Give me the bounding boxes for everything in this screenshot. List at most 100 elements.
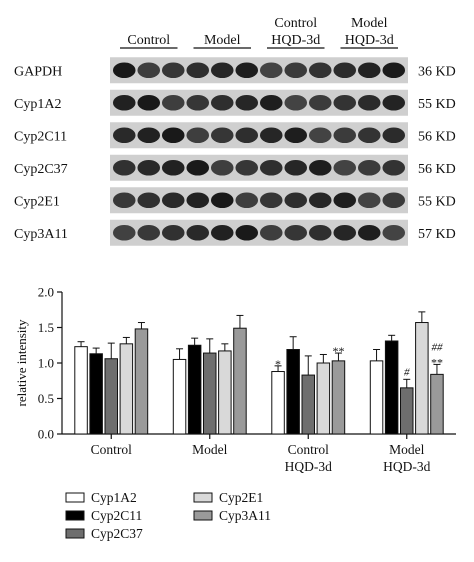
y-tick-label: 0.0 — [38, 427, 54, 442]
blot-band — [333, 224, 357, 241]
blot-band — [308, 192, 332, 209]
legend-swatch — [193, 510, 213, 521]
blot-band — [137, 94, 161, 111]
blot-band — [333, 62, 357, 79]
y-tick-label: 1.5 — [38, 320, 54, 335]
blot-group-label: HQD-3d — [345, 33, 394, 48]
bar — [203, 352, 217, 435]
blot-size-label: 55 KD — [418, 194, 456, 209]
blot-group-label: Control — [274, 16, 317, 31]
x-tick-label: Control — [91, 442, 133, 457]
x-tick-label: Model — [389, 442, 424, 457]
blot-group-label: Control — [127, 33, 170, 48]
bar — [316, 362, 331, 435]
bar — [271, 371, 285, 435]
blot-band — [357, 224, 381, 241]
blot-band — [259, 159, 283, 176]
blot-size-label: 55 KD — [418, 97, 456, 112]
blot-band — [210, 192, 234, 209]
blot-band — [210, 159, 234, 176]
blot-band — [259, 224, 283, 241]
bar — [286, 349, 300, 435]
blot-band — [308, 127, 332, 144]
blot-band — [112, 62, 136, 79]
legend-label: Cyp3A11 — [219, 508, 271, 523]
blot-band — [357, 62, 381, 79]
y-axis-label: relative intensity — [14, 319, 29, 407]
y-tick-label: 2.0 — [38, 285, 54, 300]
y-tick-label: 0.5 — [38, 391, 54, 406]
blot-band — [137, 159, 161, 176]
blot-band — [357, 127, 381, 144]
blot-band — [186, 127, 210, 144]
y-tick-label: 1.0 — [38, 356, 54, 371]
blot-group-label: Model — [204, 33, 241, 48]
blot-band — [357, 94, 381, 111]
blot-band — [186, 224, 210, 241]
blot-band — [333, 192, 357, 209]
blot-band — [186, 192, 210, 209]
bar — [331, 360, 346, 435]
blot-band — [284, 192, 308, 209]
chart-legend: Cyp1A2 Cyp2C11 Cyp2C37 Cyp2E1 Cyp3A11 — [65, 490, 271, 541]
blot-band — [112, 94, 136, 111]
blot-band — [333, 94, 357, 111]
legend-item: Cyp2C11 — [65, 508, 142, 523]
blot-band — [284, 127, 308, 144]
blot-band — [284, 94, 308, 111]
blot-band — [284, 62, 308, 79]
blot-band — [112, 159, 136, 176]
blot-band — [235, 94, 259, 111]
bar — [104, 358, 118, 435]
blot-band — [210, 94, 234, 111]
blot-band — [235, 127, 259, 144]
blot-group-label: Model — [351, 16, 388, 31]
blot-band — [210, 62, 234, 79]
blot-band — [259, 192, 283, 209]
blot-band — [382, 62, 406, 79]
blot-band — [161, 62, 185, 79]
blot-band — [137, 192, 161, 209]
blot-band — [308, 62, 332, 79]
blot-band — [357, 192, 381, 209]
blot-group-label: HQD-3d — [271, 33, 320, 48]
blot-band — [382, 224, 406, 241]
bar — [430, 373, 444, 435]
blot-size-label: 36 KD — [418, 64, 456, 79]
legend-item: Cyp1A2 — [65, 490, 137, 505]
significance-mark: # — [404, 366, 410, 378]
significance-mark: ## — [431, 341, 443, 353]
blot-band — [161, 224, 185, 241]
legend-label: Cyp2C37 — [91, 526, 143, 541]
bar — [172, 358, 187, 435]
blot-band — [161, 192, 185, 209]
legend-label: Cyp1A2 — [91, 490, 137, 505]
blot-band — [259, 127, 283, 144]
legend-label: Cyp2E1 — [219, 490, 263, 505]
x-tick-label: HQD-3d — [383, 459, 430, 474]
blot-protein-label: Cyp3A11 — [14, 227, 68, 242]
bar-chart: 0.0 0.5 1.0 1.5 2.0 relative intensity Control… — [14, 285, 456, 474]
blot-band — [235, 62, 259, 79]
significance-mark: * — [275, 357, 281, 371]
blot-band — [235, 224, 259, 241]
legend-label: Cyp2C11 — [91, 508, 142, 523]
blot-band — [259, 62, 283, 79]
blot-band — [284, 159, 308, 176]
blot-band — [308, 224, 332, 241]
legend-item: Cyp2C37 — [65, 526, 143, 541]
blot-band — [161, 159, 185, 176]
legend-swatch — [65, 528, 85, 539]
blot-band — [382, 94, 406, 111]
blot-protein-label: Cyp1A2 — [14, 97, 61, 112]
bar — [74, 346, 88, 435]
legend-item: Cyp2E1 — [193, 490, 263, 505]
blot-band — [259, 94, 283, 111]
blot-band — [382, 127, 406, 144]
bar — [119, 343, 134, 435]
bar — [400, 387, 414, 435]
blot-band — [210, 224, 234, 241]
blot-protein-label: GAPDH — [14, 64, 62, 79]
blot-protein-label: Cyp2C11 — [14, 129, 67, 144]
x-tick-label: HQD-3d — [285, 459, 332, 474]
